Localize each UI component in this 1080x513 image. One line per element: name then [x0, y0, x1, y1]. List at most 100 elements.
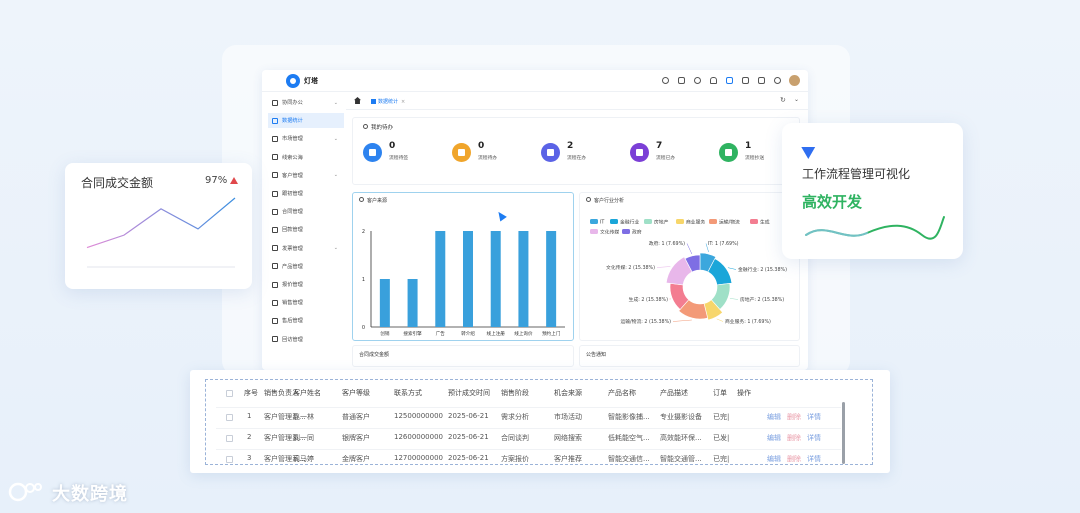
sidebar-item-label: 协同办公 — [282, 100, 303, 106]
row-checkbox[interactable] — [226, 456, 233, 463]
sidebar-item[interactable]: 销售管理 — [268, 295, 344, 310]
table-cell: 12700000000 — [394, 454, 443, 462]
pie-slice — [678, 299, 709, 320]
star-icon[interactable] — [678, 77, 685, 84]
todo-label: 流程待办 — [478, 156, 498, 161]
row-checkbox[interactable] — [226, 414, 233, 421]
fullscreen-icon[interactable] — [742, 77, 749, 84]
legend-swatch — [644, 219, 652, 224]
sidebar-item[interactable]: 客户管理 ⌄ — [268, 168, 344, 183]
todo-stat[interactable]: 0 流程待签 — [363, 141, 443, 171]
chevron-down-icon[interactable]: ⌄ — [794, 96, 800, 103]
card-title: 公告通知 — [586, 352, 607, 358]
brand-name: 大数跨境 — [52, 484, 128, 505]
monitor-icon[interactable] — [726, 77, 733, 84]
refresh-icon[interactable]: ↻ — [780, 96, 786, 104]
y-tick-label: 2 — [362, 229, 365, 235]
label-line — [705, 243, 709, 253]
menu-icon — [272, 336, 278, 343]
legend-swatch — [590, 229, 598, 234]
translate-icon[interactable] — [758, 77, 765, 84]
home-icon[interactable] — [354, 97, 361, 104]
legend-label: 生成 — [760, 219, 770, 226]
trend-line — [86, 197, 236, 249]
user-icon — [359, 197, 364, 202]
sidebar-item-label: 市场管理 — [282, 136, 303, 143]
sales-table-card: 序号 销售负责人 客户姓名 客户等级 联系方式 预计成交时间 销售阶段 机会来源 产品名称 产品描… — [190, 370, 890, 473]
tab-data-stats[interactable]: 数据统计 × — [368, 96, 408, 107]
delete-link[interactable]: 删除 — [787, 434, 801, 442]
bar — [490, 231, 501, 327]
detail-link[interactable]: 详情 — [807, 413, 821, 421]
edit-link[interactable]: 编辑 — [767, 413, 781, 421]
sidebar-item[interactable]: 售后管理 — [268, 313, 344, 328]
sidebar-item[interactable]: 市场管理 ⌄ — [268, 131, 344, 146]
menu-icon — [272, 99, 278, 106]
sidebar-item[interactable]: 回访管理 — [268, 332, 344, 347]
sidebar-item[interactable]: 线索公海 — [268, 150, 344, 165]
table-cell: 司马婷 — [293, 455, 314, 463]
settings-icon[interactable] — [774, 77, 781, 84]
percent-value: 97% — [205, 175, 228, 186]
label-line — [656, 266, 671, 268]
slice-label: 房地产: 2 (15.38%) — [740, 296, 784, 303]
edit-link[interactable]: 编辑 — [767, 434, 781, 442]
sidebar-item-label: 回款管理 — [282, 227, 303, 234]
bell-icon[interactable] — [710, 77, 717, 84]
menu-icon — [272, 226, 278, 233]
sidebar-item[interactable]: 跟初管理 — [268, 186, 344, 201]
slice-label: 金融行业: 2 (15.38%) — [738, 266, 787, 273]
search-icon[interactable] — [662, 77, 669, 84]
todo-stat[interactable]: 7 流程已办 — [630, 141, 710, 171]
sidebar-item[interactable]: 协同办公 ⌄ — [268, 95, 344, 110]
detail-link[interactable]: 详情 — [807, 455, 821, 463]
sidebar-item[interactable]: 报价管理 — [268, 277, 344, 292]
row-checkbox[interactable] — [226, 390, 233, 397]
sidebar-item[interactable]: 发票管理 ⌄ — [268, 241, 344, 256]
table-cell: 3 — [247, 454, 252, 462]
table-cell: 低耗能空气... — [608, 434, 650, 442]
app-title: 灯塔 — [304, 77, 318, 85]
edit-link[interactable]: 编辑 — [767, 455, 781, 463]
table-cell: 需求分析 — [501, 413, 529, 421]
todo-stat[interactable]: 2 流程在办 — [541, 141, 621, 171]
table-cell: 高效能环保... — [660, 434, 702, 442]
table-header: 预计成交时间 — [448, 389, 490, 397]
x-tick-label: 预约上门 — [542, 330, 561, 337]
label-line — [672, 319, 692, 322]
x-tick-label: 广告 — [436, 330, 446, 337]
todo-count: 0 — [478, 141, 485, 151]
sidebar-item[interactable]: 回款管理 — [268, 222, 344, 237]
todo-stat[interactable]: 0 流程待办 — [452, 141, 532, 171]
avatar[interactable] — [789, 75, 800, 86]
label-line — [727, 267, 737, 270]
table-cell: 已发| — [713, 434, 730, 442]
legend-label: 文化传媒 — [600, 229, 619, 236]
todo-stat[interactable]: 1 流程抄送 — [719, 141, 799, 171]
industry-analysis-card: 客户行业分析 IT 金融行业 房地产 商业服务 运输/物流 生成 文化传媒 政府 IT: 1 (… — [579, 192, 800, 341]
row-checkbox[interactable] — [226, 435, 233, 442]
close-icon[interactable]: × — [401, 98, 406, 105]
sidebar-item[interactable]: 合同管理 — [268, 204, 344, 219]
legend-label: 金融行业 — [620, 219, 639, 226]
legend-swatch — [610, 219, 618, 224]
sidebar-item-label: 数据统计 — [282, 118, 303, 125]
delete-link[interactable]: 删除 — [787, 413, 801, 421]
scrollbar[interactable] — [842, 402, 845, 464]
slice-label: 生成: 2 (15.38%) — [629, 296, 668, 303]
slice-label: 运输/物流: 2 (15.38%) — [620, 318, 671, 325]
table-cell: 12500000000 — [394, 412, 443, 420]
contract-amount-card: 合同成交金额 — [352, 345, 574, 367]
x-tick-label: 线上询价 — [514, 330, 533, 337]
bar — [546, 231, 557, 327]
chevron-down-icon: ⌄ — [333, 172, 338, 179]
message-icon[interactable] — [694, 77, 701, 84]
sidebar-item[interactable]: 数据统计 — [268, 113, 344, 129]
detail-link[interactable]: 详情 — [807, 434, 821, 442]
sidebar-item-label: 回访管理 — [282, 336, 303, 343]
delete-link[interactable]: 删除 — [787, 455, 801, 463]
workflow-title: 工作流程管理可视化 — [802, 167, 911, 181]
sidebar-item[interactable]: 产品管理 — [268, 259, 344, 274]
sidebar-item-label: 跟初管理 — [282, 191, 303, 197]
menu-icon — [272, 208, 278, 215]
